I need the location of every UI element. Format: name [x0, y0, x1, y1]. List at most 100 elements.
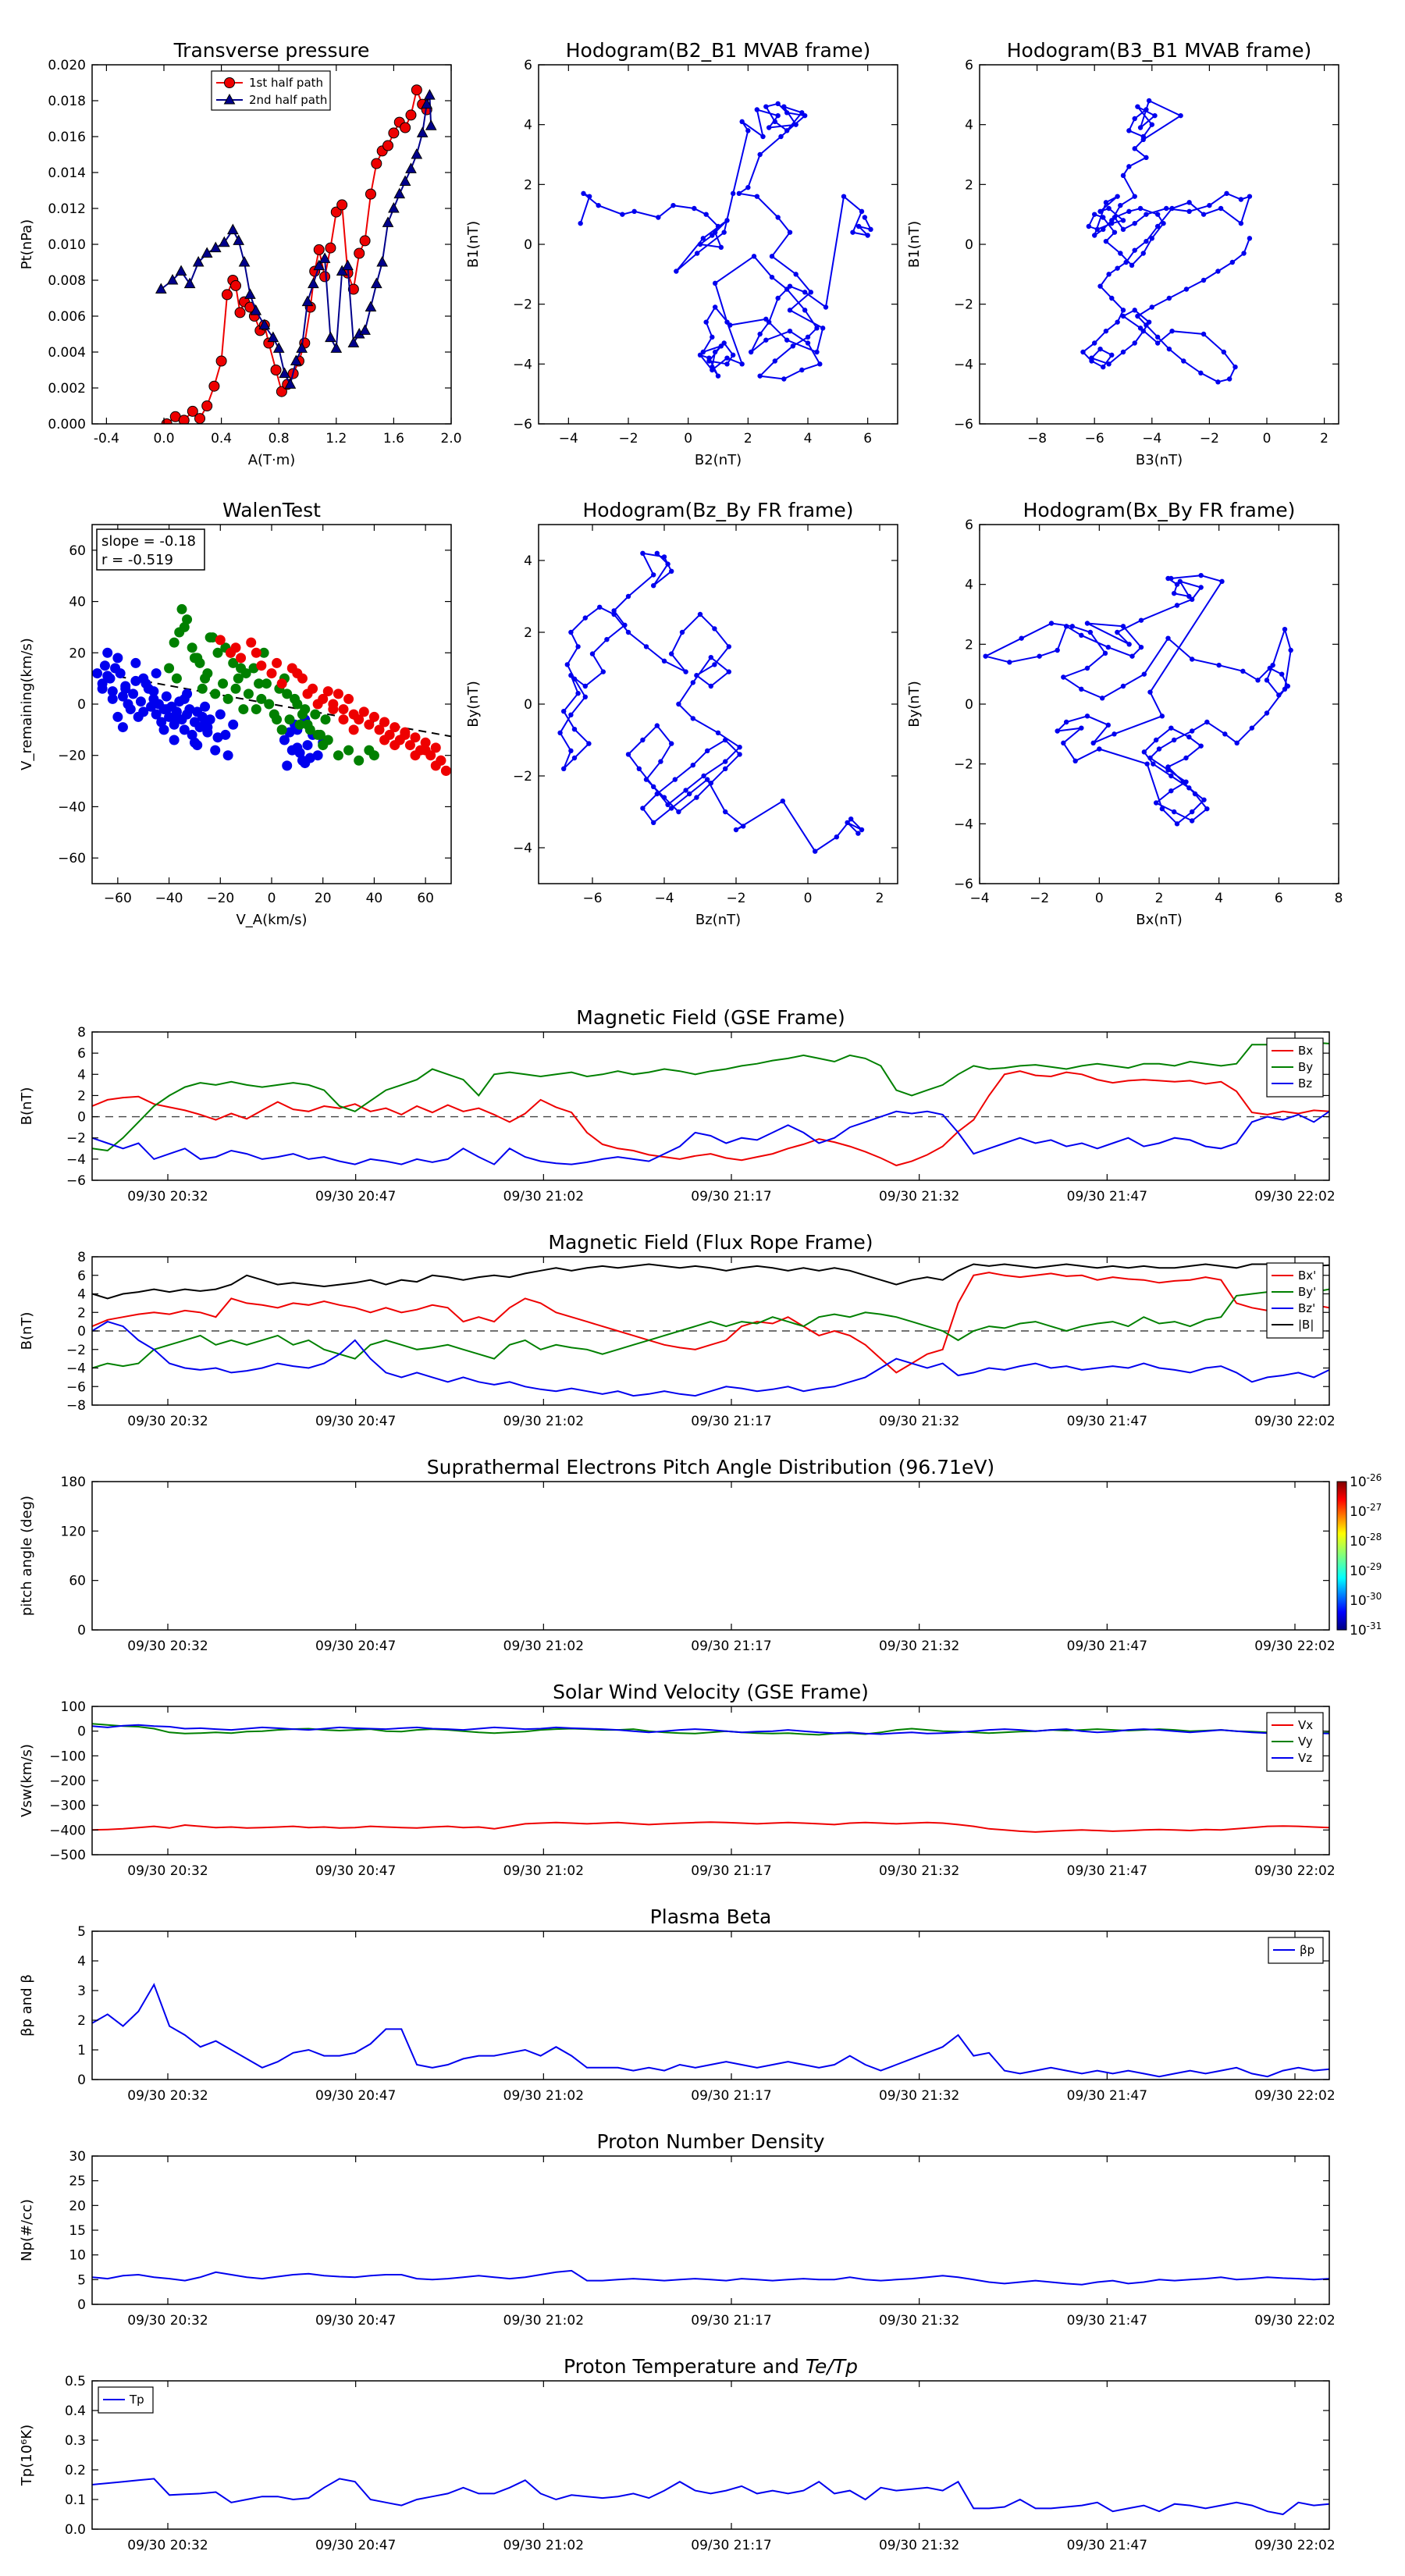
- bgse-xtick-label: 09/30 21:17: [691, 1189, 771, 1204]
- walen-point: [272, 657, 283, 668]
- bgse-title: Magnetic Field (GSE Frame): [576, 1006, 845, 1029]
- walen-point: [294, 719, 305, 730]
- hodo1-point: [710, 367, 715, 373]
- walen-annotation-box: [96, 528, 205, 571]
- hodo4-plot-frame: [979, 524, 1339, 884]
- beta-xtick-label: 09/30 21:17: [691, 2088, 771, 2104]
- hodo4-point: [1141, 749, 1147, 755]
- hodo2-point: [1135, 313, 1140, 319]
- hodo2-point: [1241, 251, 1247, 256]
- walen-point: [128, 688, 139, 699]
- walen-point: [420, 745, 431, 756]
- hodo4-point: [1019, 635, 1024, 641]
- hodo2-point: [1183, 286, 1190, 292]
- hodo3-point: [561, 709, 567, 714]
- tpro-ytick-label: 0.1: [65, 2492, 86, 2508]
- bgse-ytick-label: −4: [66, 1152, 86, 1168]
- tp-point: [267, 331, 279, 343]
- hodo2-chart: Hodogram(B3_B1 MVAB frame) −6 −4 −2 0 2 4 6 −8 −6…: [906, 39, 1339, 468]
- hodo1-point: [757, 151, 763, 158]
- walen-point: [169, 637, 180, 648]
- tpro-ylabel: Tp(10⁶K): [19, 2425, 35, 2486]
- hodo4-point: [1180, 779, 1186, 785]
- bgse-xtick-label: 09/30 21:47: [1067, 1189, 1147, 1204]
- hodo4-ytick-label: 0: [965, 697, 973, 713]
- hodo1-point: [784, 128, 790, 133]
- hodo4-xtick-label: 8: [1335, 891, 1343, 906]
- hodo2-point: [1101, 215, 1106, 220]
- hodo3-point: [848, 817, 854, 822]
- hodo3-point: [708, 781, 713, 786]
- hodo3-point: [855, 831, 861, 836]
- hodo3-point: [834, 834, 840, 840]
- walen-point: [220, 729, 231, 740]
- hodo2-point: [1207, 202, 1212, 208]
- hodo3-point: [643, 777, 649, 782]
- walen-point: [102, 647, 113, 658]
- walen-point: [215, 635, 226, 646]
- np-title: Proton Number Density: [597, 2130, 825, 2153]
- vsw-xtick-label: 09/30 20:47: [315, 1863, 396, 1879]
- hodo4-point: [1177, 578, 1183, 585]
- walen-point: [410, 750, 421, 761]
- hodo2-point: [1132, 340, 1137, 346]
- np-ylabel: Np(#/cc): [19, 2199, 35, 2261]
- walen-xtick-label: 20: [315, 891, 332, 906]
- bfr-ytick-label: −6: [66, 1379, 86, 1395]
- hodo3-ytick-label: 4: [524, 553, 532, 569]
- np-xtick-label: 09/30 21:02: [503, 2313, 584, 2329]
- bfr-xtick-label: 09/30 21:02: [503, 1414, 584, 1429]
- hodo3-point: [665, 561, 670, 567]
- hodo2-point: [1152, 112, 1158, 119]
- hodo4-ylabel: By(nT): [906, 681, 923, 727]
- hodo3-point: [690, 680, 695, 685]
- hodo2-ytick-label: −2: [954, 297, 973, 313]
- hodo3-point: [845, 820, 850, 826]
- beta-ytick-label: 4: [77, 1954, 86, 1969]
- hodo3-point: [597, 604, 603, 610]
- walen-point: [343, 693, 354, 704]
- hodo4-point: [1138, 617, 1144, 623]
- tp-point: [330, 206, 342, 218]
- tp-legend-label: 1st half path: [249, 76, 323, 90]
- hodo4-point: [1198, 743, 1204, 749]
- beta-ytick-label: 5: [77, 1924, 86, 1940]
- hodo4-point: [1216, 662, 1222, 668]
- walen-point: [284, 727, 295, 738]
- walen-point: [279, 735, 290, 745]
- walen-xtick-label: 0: [268, 891, 276, 906]
- hodo1-point: [850, 229, 855, 235]
- hodo1-point: [745, 128, 751, 133]
- hodo2-xlabel: B3(nT): [1136, 452, 1183, 468]
- hodo3-point: [690, 763, 695, 768]
- walen-point: [194, 657, 205, 668]
- hodo1-point: [596, 202, 601, 208]
- vsw-series-line-2: [92, 1724, 1329, 1735]
- tp-point: [244, 288, 256, 299]
- tp-ytick-label: 0.006: [48, 309, 86, 325]
- hodo3-point: [669, 568, 674, 574]
- hodo2-point: [1140, 251, 1146, 256]
- hodo3-point: [611, 611, 617, 617]
- walen-point: [135, 696, 146, 707]
- hodo1-point: [793, 122, 799, 127]
- bgse-series-line-1: [92, 1041, 1329, 1152]
- tp-xtick-label: 0.0: [153, 431, 174, 447]
- tp-chart: Transverse pressure 0.000 0.002 0.004 0.006 0…: [19, 39, 462, 468]
- tpro-plot-frame: [91, 2380, 1330, 2530]
- tp-point: [215, 355, 227, 367]
- tp-ytick-label: 0.012: [48, 201, 86, 217]
- bgse-legend-label: Bx: [1298, 1044, 1313, 1058]
- pad-xtick-label: 09/30 20:32: [127, 1638, 208, 1654]
- tp-xlabel: A(T·m): [248, 452, 296, 468]
- bfr-legend-label: By': [1298, 1285, 1316, 1299]
- hodo2-ylabel: B1(nT): [906, 221, 923, 268]
- tp-point: [296, 342, 308, 353]
- hodo3-point: [643, 644, 649, 649]
- walen-point: [379, 717, 390, 728]
- pad-colorbar-exponent: -26: [1367, 1472, 1382, 1483]
- hodo2-point: [1129, 262, 1135, 269]
- hodo4-point: [1288, 647, 1293, 653]
- np-ytick-label: 25: [69, 2174, 86, 2190]
- hodo2-point: [1094, 226, 1101, 233]
